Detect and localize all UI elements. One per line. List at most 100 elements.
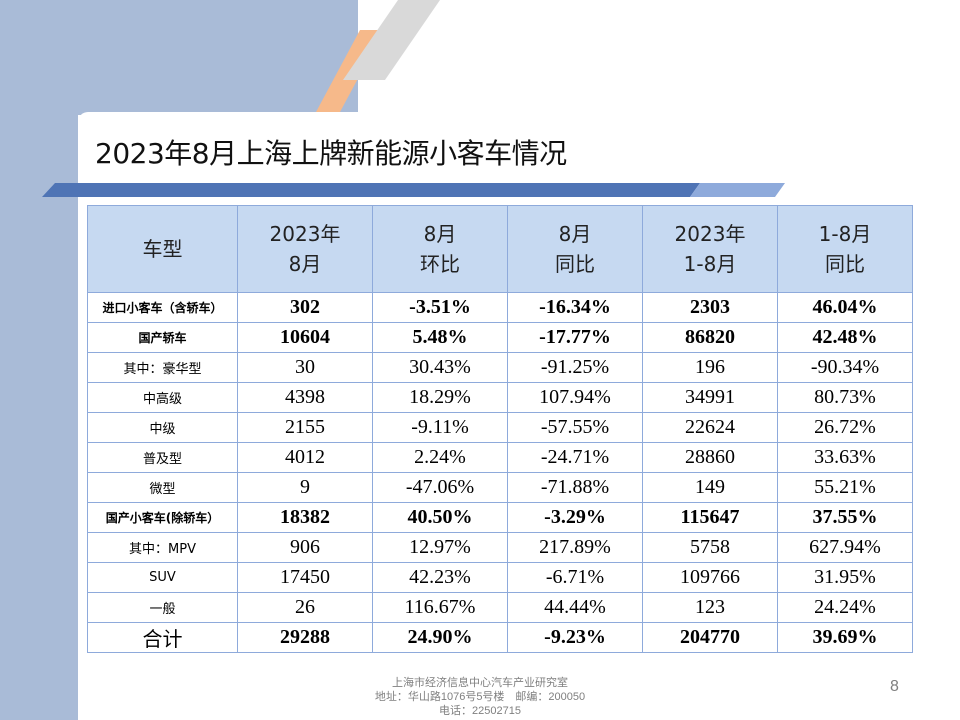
- cell-value: 2155: [237, 412, 373, 443]
- cell-value: 18.29%: [372, 382, 508, 413]
- row-label: 合计: [87, 622, 238, 653]
- cell-value: 37.55%: [777, 502, 913, 533]
- row-label: 中级: [87, 412, 238, 443]
- footer-info: 上海市经济信息中心汽车产业研究室 地址：华山路1076号5号楼 邮编：20005…: [300, 676, 660, 718]
- cell-value: 196: [642, 352, 778, 383]
- page-title: 2023年8月上海上牌新能源小客车情况: [95, 137, 567, 170]
- cell-value: -47.06%: [372, 472, 508, 503]
- cell-value: 29288: [237, 622, 373, 653]
- diagonal-stripes: [316, 0, 440, 112]
- cell-value: 24.24%: [777, 592, 913, 623]
- cell-value: -9.23%: [507, 622, 643, 653]
- row-label: 微型: [87, 472, 238, 503]
- cell-value: -9.11%: [372, 412, 508, 443]
- grey-stripe: [343, 0, 440, 80]
- cell-value: 5758: [642, 532, 778, 563]
- cell-value: 18382: [237, 502, 373, 533]
- row-label: 国产轿车: [87, 322, 238, 353]
- cell-value: -91.25%: [507, 352, 643, 383]
- top-decorative-band: [78, 0, 358, 115]
- table-row: 普及型 4012 2.24% -24.71% 28860 33.63%: [87, 442, 913, 473]
- cell-value: 80.73%: [777, 382, 913, 413]
- cell-value: 33.63%: [777, 442, 913, 473]
- table-row: 微型 9 -47.06% -71.88% 149 55.21%: [87, 472, 913, 503]
- cell-value: 217.89%: [507, 532, 643, 563]
- cell-value: -90.34%: [777, 352, 913, 383]
- cell-value: 86820: [642, 322, 778, 353]
- footer-address: 地址：华山路1076号5号楼 邮编：200050: [374, 691, 586, 703]
- cell-value: 9: [237, 472, 373, 503]
- cell-value: 44.44%: [507, 592, 643, 623]
- row-label: 中高级: [87, 382, 238, 413]
- cell-value: 22624: [642, 412, 778, 443]
- table-row: 其中：MPV 906 12.97% 217.89% 5758 627.94%: [87, 532, 913, 563]
- table-row: 其中：豪华型 30 30.43% -91.25% 196 -90.34%: [87, 352, 913, 383]
- cell-value: -17.77%: [507, 322, 643, 353]
- cell-value: 4012: [237, 442, 373, 473]
- table-row: 中高级 4398 18.29% 107.94% 34991 80.73%: [87, 382, 913, 413]
- row-label: 其中：MPV: [87, 532, 238, 563]
- cell-value: 4398: [237, 382, 373, 413]
- table-row: 一般 26 116.67% 44.44% 123 24.24%: [87, 592, 913, 623]
- header-aug-yoy: 8月 同比: [507, 205, 643, 293]
- cell-value: 12.97%: [372, 532, 508, 563]
- cell-value: -3.29%: [507, 502, 643, 533]
- cell-value: -3.51%: [372, 292, 508, 323]
- header-aug-2023: 2023年 8月: [237, 205, 373, 293]
- cell-value: -6.71%: [507, 562, 643, 593]
- cell-value: -71.88%: [507, 472, 643, 503]
- cell-value: 26: [237, 592, 373, 623]
- cell-value: 123: [642, 592, 778, 623]
- cell-value: 10604: [237, 322, 373, 353]
- cell-value: 107.94%: [507, 382, 643, 413]
- table-header-row: 车型 2023年 8月 8月 环比 8月 同比 2023年 1-8月 1-8月 同比: [87, 205, 913, 293]
- row-label: 国产小客车(除轿车）: [87, 502, 238, 533]
- header-ytd-yoy: 1-8月 同比: [777, 205, 913, 293]
- registration-table: 车型 2023年 8月 8月 环比 8月 同比 2023年 1-8月 1-8月 同比 进口…: [87, 205, 913, 653]
- table-row: 国产小客车(除轿车） 18382 40.50% -3.29% 115647 37…: [87, 502, 913, 533]
- cell-value: 2.24%: [372, 442, 508, 473]
- cell-value: 40.50%: [372, 502, 508, 533]
- cell-value: 42.23%: [372, 562, 508, 593]
- row-label: 其中：豪华型: [87, 352, 238, 383]
- page-number: 8: [890, 678, 899, 695]
- header-ytd-2023: 2023年 1-8月: [642, 205, 778, 293]
- cell-value: 2303: [642, 292, 778, 323]
- cell-value: 26.72%: [777, 412, 913, 443]
- cell-value: 30.43%: [372, 352, 508, 383]
- header-aug-mom: 8月 环比: [372, 205, 508, 293]
- footer-org: 上海市经济信息中心汽车产业研究室: [392, 677, 568, 689]
- table-row: SUV 17450 42.23% -6.71% 109766 31.95%: [87, 562, 913, 593]
- cell-value: 115647: [642, 502, 778, 533]
- footer-phone: 电话：22502715: [439, 705, 521, 717]
- cell-value: 204770: [642, 622, 778, 653]
- cell-value: -16.34%: [507, 292, 643, 323]
- table-row-total: 合计 29288 24.90% -9.23% 204770 39.69%: [87, 622, 913, 653]
- cell-value: 55.21%: [777, 472, 913, 503]
- row-label: 普及型: [87, 442, 238, 473]
- cell-value: 28860: [642, 442, 778, 473]
- cell-value: 149: [642, 472, 778, 503]
- table-row: 进口小客车（含轿车） 302 -3.51% -16.34% 2303 46.04…: [87, 292, 913, 323]
- cell-value: 30: [237, 352, 373, 383]
- cell-value: 24.90%: [372, 622, 508, 653]
- cell-value: 17450: [237, 562, 373, 593]
- table-row: 国产轿车 10604 5.48% -17.77% 86820 42.48%: [87, 322, 913, 353]
- row-label: 一般: [87, 592, 238, 623]
- cell-value: 34991: [642, 382, 778, 413]
- cell-value: 46.04%: [777, 292, 913, 323]
- cell-value: 109766: [642, 562, 778, 593]
- header-vehicle-type: 车型: [87, 205, 238, 293]
- cell-value: 5.48%: [372, 322, 508, 353]
- left-decorative-band: [0, 0, 78, 720]
- title-card: [78, 112, 960, 192]
- cell-value: 627.94%: [777, 532, 913, 563]
- cell-value: 31.95%: [777, 562, 913, 593]
- cell-value: -57.55%: [507, 412, 643, 443]
- table-row: 中级 2155 -9.11% -57.55% 22624 26.72%: [87, 412, 913, 443]
- row-label: SUV: [87, 562, 238, 593]
- cell-value: -24.71%: [507, 442, 643, 473]
- cell-value: 906: [237, 532, 373, 563]
- row-label: 进口小客车（含轿车）: [87, 292, 238, 323]
- cell-value: 39.69%: [777, 622, 913, 653]
